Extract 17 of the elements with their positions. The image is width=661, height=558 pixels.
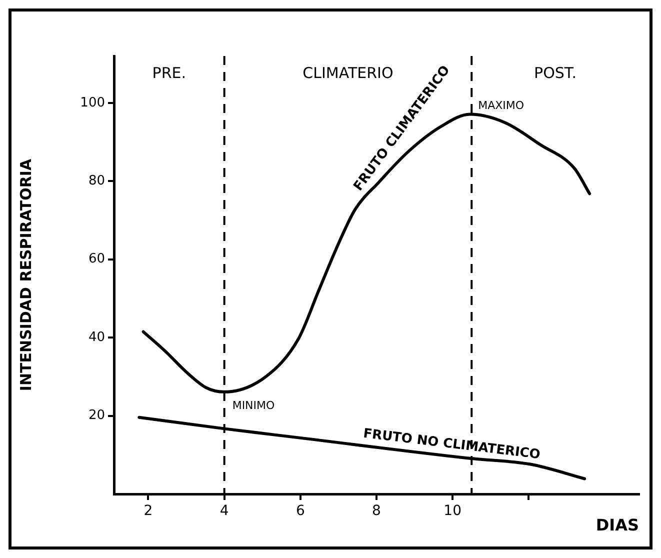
y-tick-label: 40 <box>88 330 105 345</box>
x-tick-label: 2 <box>144 503 153 520</box>
annotation: POST. <box>534 64 577 82</box>
x-tick-label: 10 <box>444 503 462 520</box>
text: FRUTO NO CLIMATERICO <box>362 426 542 463</box>
y-tick-label: 80 <box>88 174 105 189</box>
annotation: PRE. <box>152 64 186 82</box>
annotation: MAXIMO <box>478 99 524 112</box>
annotation: MINIMO <box>232 398 276 412</box>
y-axis-title: INTENSIDAD RESPIRATORIA <box>16 158 35 392</box>
x-axis-title: DIAS <box>596 516 639 535</box>
y-tick-label: 20 <box>88 408 105 424</box>
x-tick-label: 6 <box>296 503 305 520</box>
y-tick-label: 60 <box>88 252 105 267</box>
y-tick-label: 100 <box>80 95 105 110</box>
x-tick-label: 4 <box>220 503 229 520</box>
x-tick-label: 8 <box>372 503 381 520</box>
